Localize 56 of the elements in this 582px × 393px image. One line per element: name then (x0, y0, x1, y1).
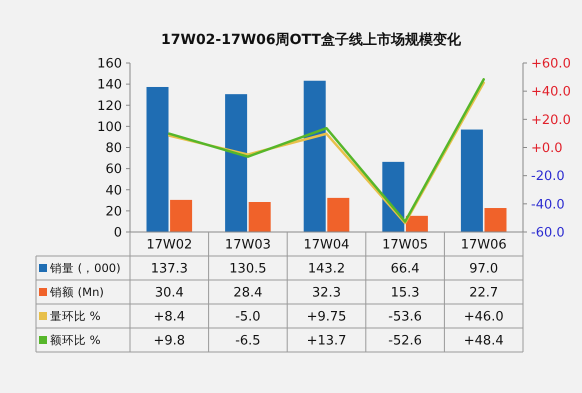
data-label: +46.0 (464, 310, 504, 325)
data-label: 30.4 (154, 286, 184, 301)
chart-title: 17W02-17W06周OTT盒子线上市场规模变化 (161, 31, 462, 48)
bar (225, 94, 248, 232)
y-tick-label: 40 (105, 183, 122, 198)
y2-tick-label: -20.0 (531, 169, 565, 184)
y-tick-label: 120 (97, 98, 122, 114)
y-tick-label: 20 (105, 204, 122, 220)
legend-label: 量环比 % (50, 309, 101, 324)
data-label: 32.3 (312, 286, 341, 301)
y2-tick-label: +40.0 (531, 84, 571, 100)
data-label: 130.5 (229, 262, 267, 277)
bar (327, 198, 350, 232)
data-label: -5.0 (235, 310, 261, 325)
data-label: -6.5 (235, 334, 261, 349)
y2-tick-label: -60.0 (531, 226, 565, 241)
x-tick-label: 17W03 (224, 238, 271, 253)
y-tick-label: 100 (97, 120, 122, 135)
y-tick-label: 140 (97, 78, 122, 93)
y2-tick-label: +20.0 (531, 112, 571, 128)
y-tick-label: 160 (97, 56, 122, 72)
data-label: +8.4 (154, 310, 186, 325)
bar (484, 208, 506, 232)
bar (406, 216, 428, 232)
y2-tick-label: -40.0 (531, 197, 565, 212)
data-label: +9.8 (154, 334, 186, 349)
bar (304, 80, 326, 232)
data-label: +13.7 (306, 334, 346, 349)
data-label: 143.2 (308, 262, 346, 277)
data-label: 97.0 (469, 262, 498, 277)
y2-tick-label: +0.0 (531, 141, 563, 156)
data-label: +48.4 (464, 334, 504, 349)
y-tick-label: 0 (114, 226, 122, 241)
legend-label: 销量 (，000) (49, 261, 121, 276)
data-label: 15.3 (390, 286, 420, 301)
data-label: 28.4 (233, 286, 262, 301)
bar (382, 162, 404, 232)
data-label: -53.6 (388, 310, 422, 325)
data-label: 137.3 (150, 262, 188, 277)
y2-tick-label: +60.0 (531, 56, 571, 72)
legend-label: 销额 (Mn) (49, 285, 104, 300)
data-label: 22.7 (469, 286, 498, 301)
x-tick-label: 17W05 (382, 238, 428, 253)
x-tick-label: 17W04 (304, 238, 350, 253)
x-tick-label: 17W06 (460, 238, 507, 253)
data-label: 66.4 (390, 262, 420, 277)
data-label: +9.75 (306, 310, 346, 325)
x-tick-label: 17W02 (146, 238, 192, 253)
bar (460, 130, 483, 232)
legend-label: 额环比 % (50, 333, 101, 348)
y-tick-label: 60 (105, 162, 122, 178)
bar (248, 202, 271, 232)
y-tick-label: 80 (105, 141, 122, 156)
data-label: -52.6 (388, 334, 422, 349)
bar (146, 86, 169, 232)
bar (170, 200, 192, 232)
